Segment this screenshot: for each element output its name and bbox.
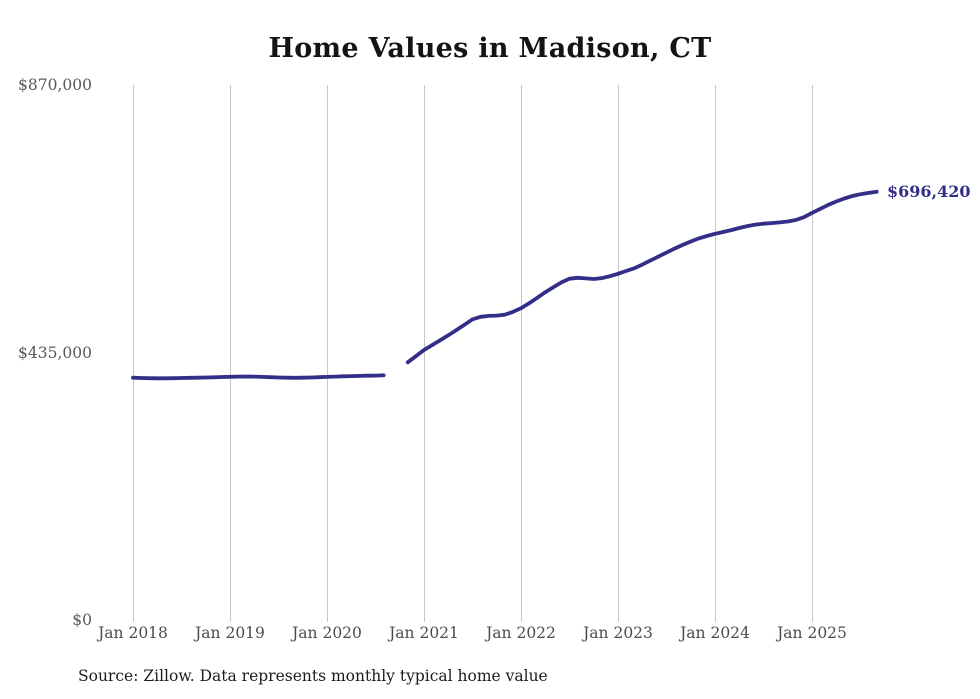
gridline — [327, 85, 328, 622]
y-axis-tick-label: $435,000 — [18, 344, 92, 362]
source-note: Source: Zillow. Data represents monthly … — [78, 667, 548, 685]
series-path — [131, 189, 879, 381]
gridline — [812, 85, 813, 622]
x-axis-tick-label: Jan 2020 — [292, 624, 362, 642]
x-axis-tick-label: Jan 2022 — [486, 624, 556, 642]
gridline — [618, 85, 619, 622]
x-axis-tick-label: Jan 2018 — [98, 624, 168, 642]
latest-value-label: $696,420 — [887, 182, 971, 201]
chart-title: Home Values in Madison, CT — [268, 33, 712, 64]
x-axis-tick-label: Jan 2021 — [389, 624, 459, 642]
gridline — [521, 85, 522, 622]
x-axis-tick-label: Jan 2019 — [195, 624, 265, 642]
y-axis-tick-label: $870,000 — [18, 76, 92, 94]
gridline — [424, 85, 425, 622]
x-axis-tick-label: Jan 2023 — [583, 624, 653, 642]
y-axis-tick-label: $0 — [72, 611, 92, 629]
gridline — [715, 85, 716, 622]
gridline — [133, 85, 134, 622]
x-axis-tick-label: Jan 2024 — [680, 624, 750, 642]
gridline — [230, 85, 231, 622]
x-axis-tick-label: Jan 2025 — [777, 624, 847, 642]
